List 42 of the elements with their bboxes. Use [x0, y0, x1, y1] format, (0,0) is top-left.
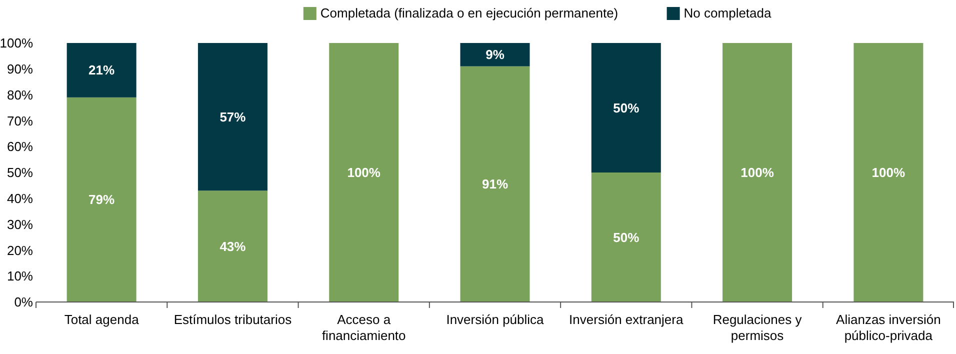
data-label: 79% — [88, 192, 116, 208]
x-tick-label: Acceso a financiamiento — [322, 312, 406, 343]
y-tick-label: 0% — [14, 294, 34, 310]
y-tick-label: 40% — [6, 190, 34, 206]
y-tick-label: 90% — [6, 61, 34, 76]
x-tick-label: Inversión pública — [446, 312, 545, 327]
y-tick-label: 100% — [0, 36, 34, 51]
data-label: 57% — [220, 109, 246, 124]
x-tick-label: Estímulos tributarios — [174, 312, 292, 327]
bar — [66, 43, 136, 98]
legend-label: Completada (finalizada o en ejecución permanente) — [320, 6, 618, 21]
y-tick-label: 10% — [6, 268, 34, 284]
data-label: 9% — [486, 47, 505, 62]
x-tick-label: Alianzas inversión público-privada — [836, 312, 941, 343]
y-tick-label: 20% — [6, 242, 34, 258]
data-label: 50% — [613, 230, 640, 245]
data-label: 91% — [482, 176, 508, 192]
bar — [329, 43, 399, 302]
data-label: 100% — [347, 165, 381, 180]
y-tick-label: 70% — [6, 113, 34, 128]
bar — [591, 43, 661, 172]
bar — [198, 43, 268, 191]
y-tick-label: 80% — [6, 87, 34, 102]
bar — [591, 172, 661, 302]
x-tick-label: Regulaciones y permisos — [712, 312, 802, 343]
bar — [460, 43, 530, 66]
data-label: 100% — [872, 165, 906, 180]
data-label: 100% — [740, 165, 774, 180]
bar — [460, 66, 530, 302]
bar — [854, 43, 924, 302]
data-label: 43% — [220, 238, 246, 254]
bar — [198, 190, 268, 302]
bar — [66, 97, 136, 302]
x-tick-label: Total agenda — [64, 312, 140, 327]
data-label: 21% — [88, 62, 116, 78]
y-tick-label: 50% — [6, 165, 34, 180]
bar — [722, 43, 792, 302]
legend-label: No completada — [684, 6, 772, 21]
x-tick-label: Inversión extranjera — [569, 312, 684, 327]
y-tick-label: 60% — [6, 139, 34, 154]
y-tick-label: 30% — [6, 216, 34, 232]
data-label: 50% — [613, 100, 640, 116]
